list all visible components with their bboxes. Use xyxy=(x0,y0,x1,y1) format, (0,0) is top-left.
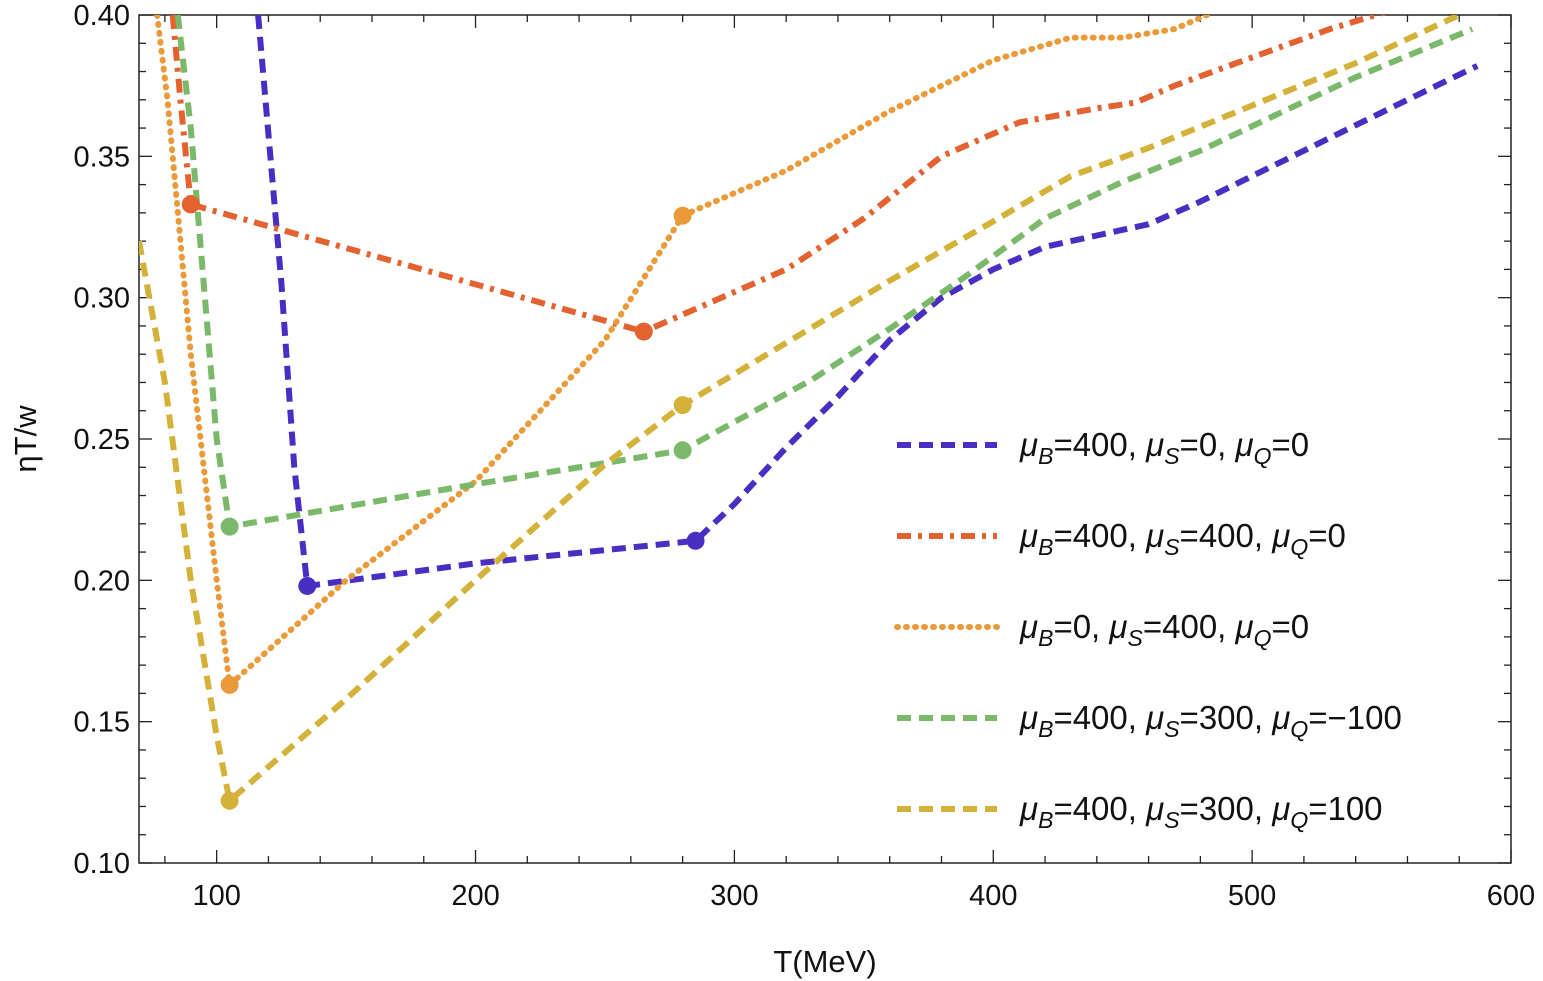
data-point-marker xyxy=(220,791,239,810)
y-tick-label: 0.25 xyxy=(74,424,130,456)
x-tick-label: 500 xyxy=(1228,880,1276,912)
y-tick-label: 0.10 xyxy=(74,848,130,880)
data-point-marker xyxy=(673,396,692,415)
data-point-marker xyxy=(686,531,705,550)
x-axis-title: T(MeV) xyxy=(773,944,876,979)
x-tick-label: 300 xyxy=(710,880,758,912)
legend-label-4: μB=400, μS=300, μQ=−100 xyxy=(1019,699,1402,742)
ticks-layer xyxy=(139,14,1512,864)
legend-label-3: μB=0, μS=400, μQ=0 xyxy=(1019,608,1309,651)
data-point-marker xyxy=(220,517,239,536)
series-line-3 xyxy=(154,15,1215,688)
legend-label-5: μB=400, μS=300, μQ=100 xyxy=(1019,790,1383,833)
x-tick-label: 200 xyxy=(451,880,499,912)
x-tick-label: 400 xyxy=(969,880,1017,912)
legend-label-1: μB=400, μS=0, μQ=0 xyxy=(1019,426,1309,469)
x-tick-label: 600 xyxy=(1487,880,1535,912)
y-tick-label: 0.40 xyxy=(74,0,130,32)
data-point-marker xyxy=(298,576,317,595)
y-tick-label: 0.20 xyxy=(74,565,130,597)
tick-labels-layer: 100 200 300 400 500 600 0.10 0.15 0.20 0.25 0.30 0.… xyxy=(74,0,1536,912)
y-tick-label: 0.15 xyxy=(74,707,130,739)
y-axis-title: ηT/w xyxy=(8,405,43,473)
data-point-marker xyxy=(181,195,200,214)
y-tick-label: 0.35 xyxy=(74,141,130,173)
data-point-marker xyxy=(220,675,239,694)
plot-frame xyxy=(138,14,1512,864)
markers-layer xyxy=(181,195,705,810)
data-point-marker xyxy=(634,322,653,341)
y-tick-label: 0.30 xyxy=(74,283,130,315)
series-line-1 xyxy=(255,15,1479,589)
legend-label-2: μB=400, μS=400, μQ=0 xyxy=(1019,517,1346,560)
data-point-marker xyxy=(673,441,692,460)
legend: μB=400, μS=0, μQ=0 μB=400, μS=400, μQ=0 μB… xyxy=(894,426,1402,833)
x-tick-label: 100 xyxy=(192,880,240,912)
data-point-marker xyxy=(673,206,692,225)
